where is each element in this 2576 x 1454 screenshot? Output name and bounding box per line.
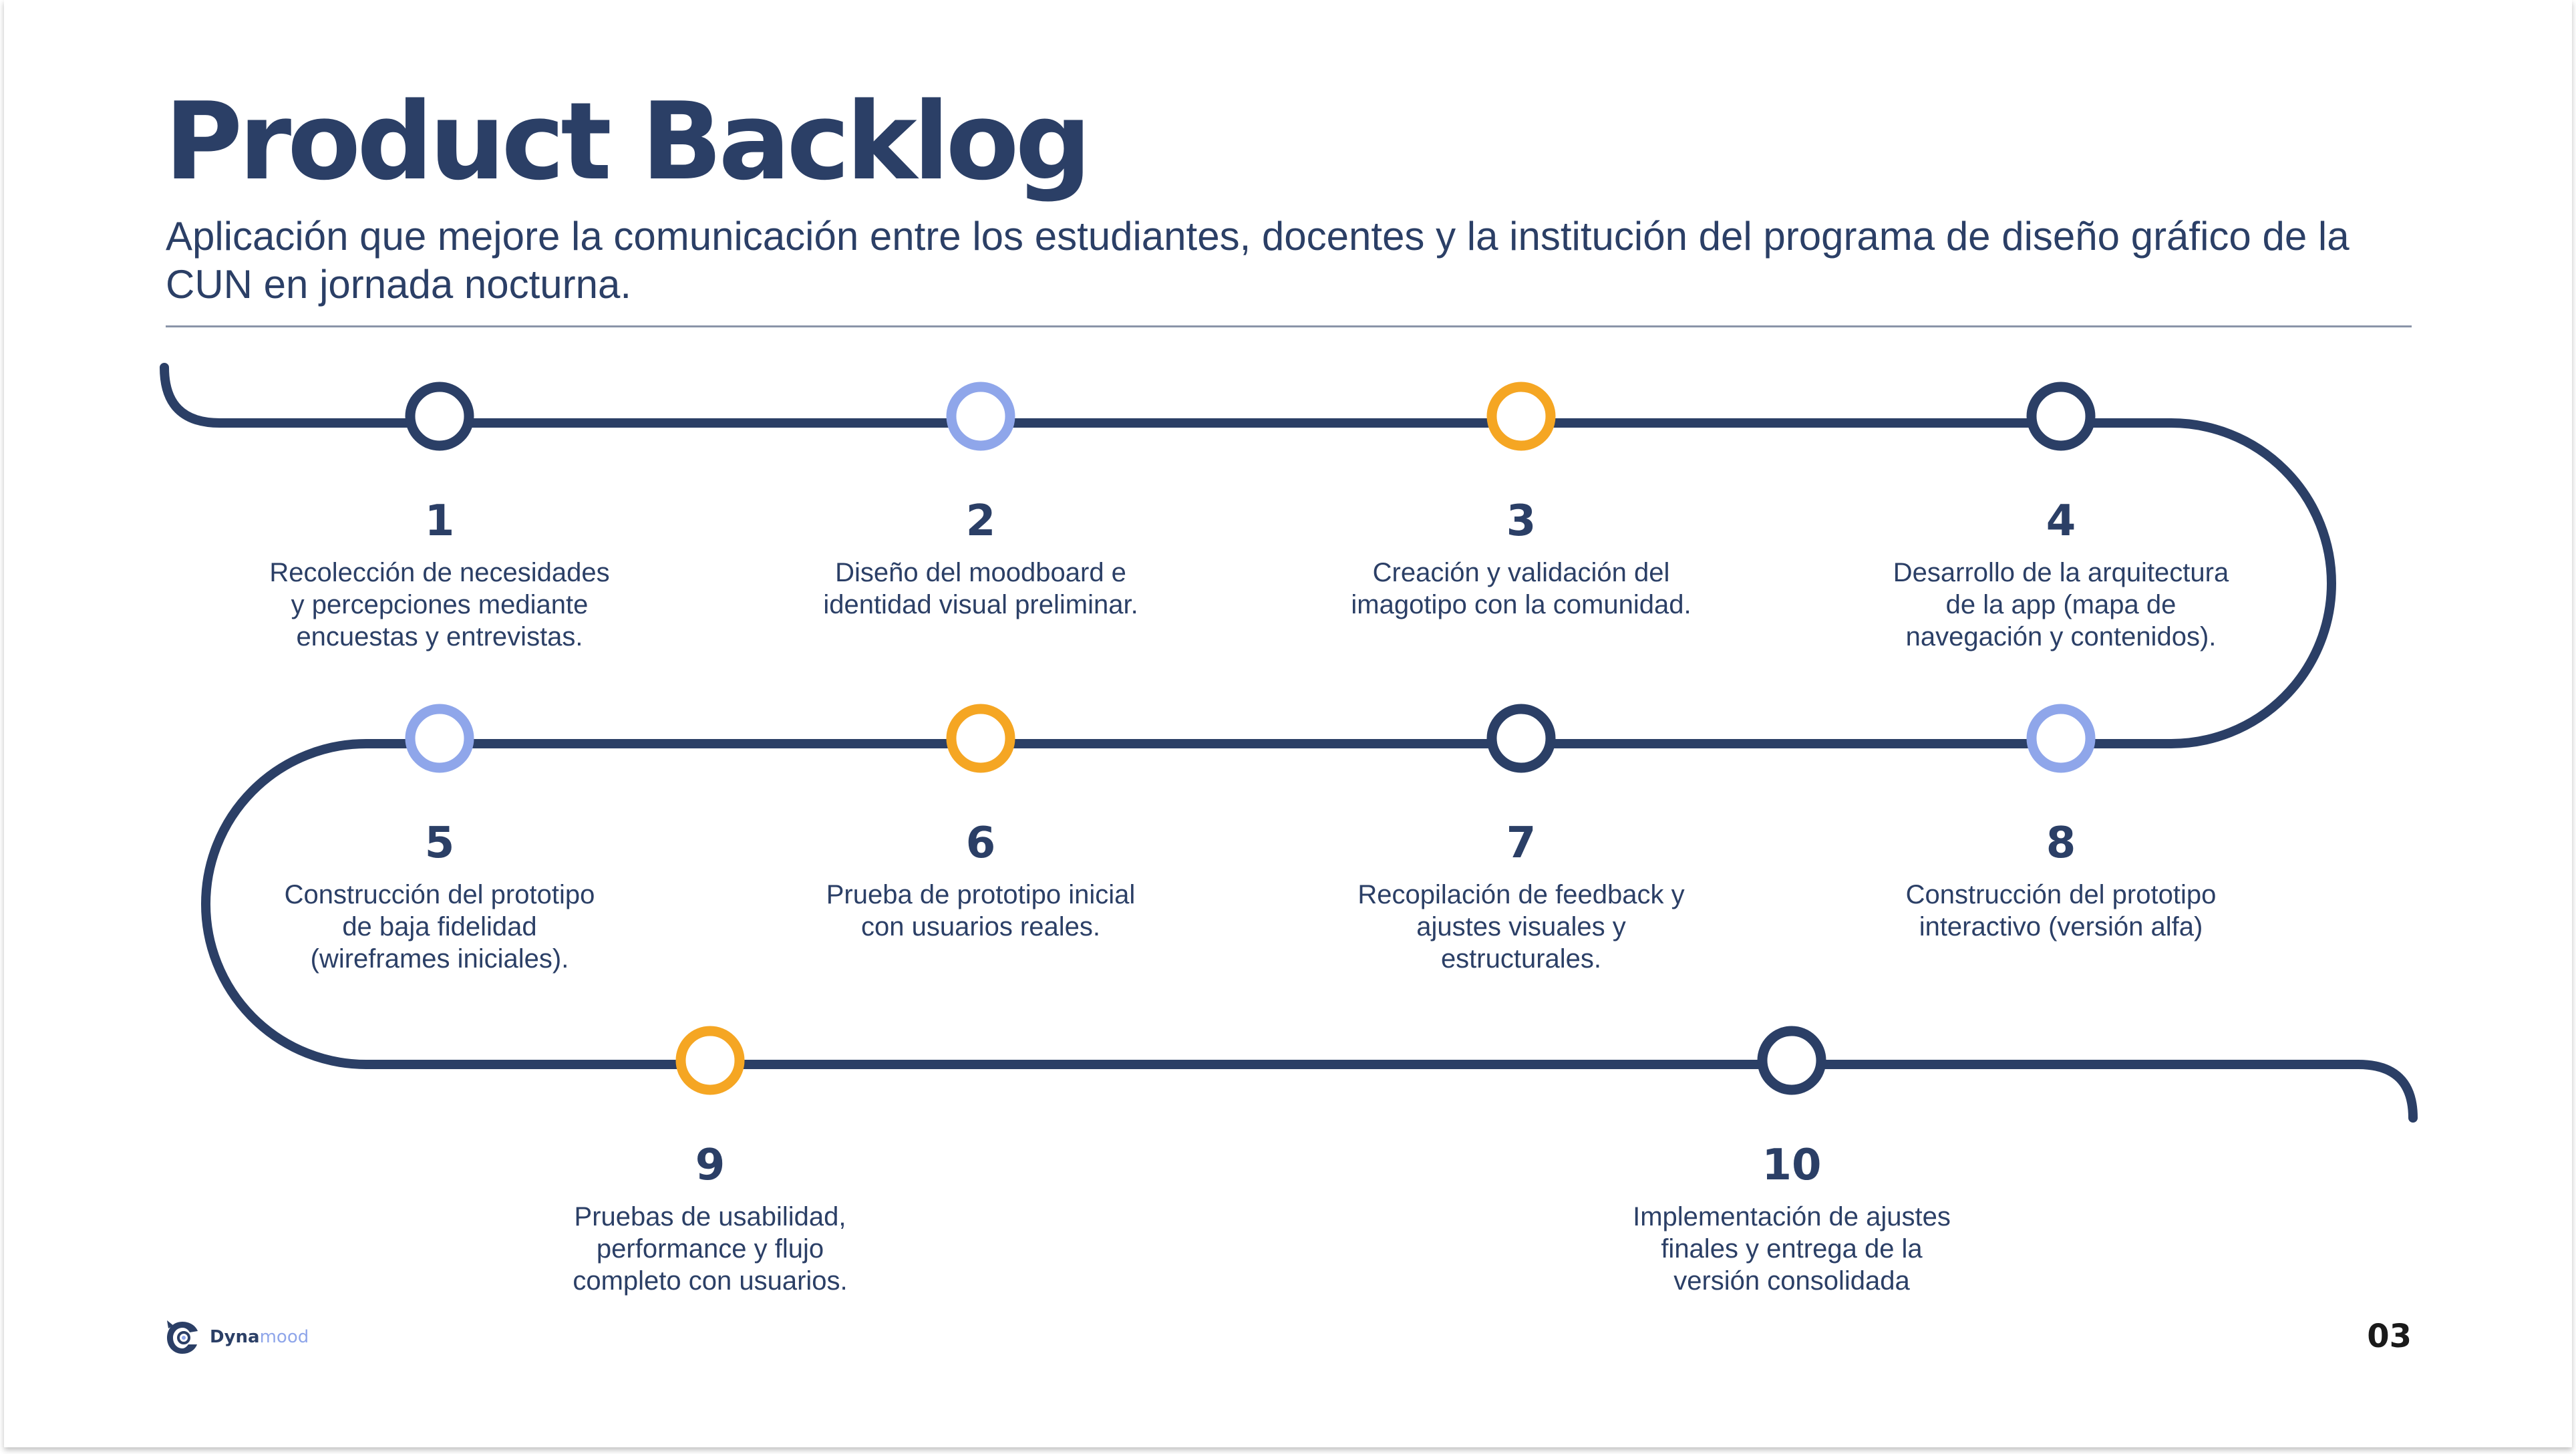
step-number-8: 8 xyxy=(2046,819,2076,868)
step-description-line: Prueba de prototipo inicial xyxy=(826,880,1136,909)
step-description-line: de baja fidelidad xyxy=(342,912,537,941)
step-description-line: Construcción del prototipo xyxy=(1905,880,2217,909)
step-number-4: 4 xyxy=(2046,496,2076,546)
page-number: 03 xyxy=(2367,1318,2412,1355)
step-description-line: performance y flujo xyxy=(596,1234,824,1264)
title-divider xyxy=(166,325,2412,327)
step-marker-8 xyxy=(2026,704,2096,773)
step-number-3: 3 xyxy=(1506,496,1537,546)
step-number-9: 9 xyxy=(695,1141,726,1190)
step-description-line: Creación y validación del xyxy=(1372,558,1670,587)
step-marker-7 xyxy=(1486,704,1556,773)
brand-name-primary: Dyna xyxy=(210,1327,260,1347)
step-description-line: versión consolidada xyxy=(1673,1266,1910,1296)
step-description-line: identidad visual preliminar. xyxy=(823,590,1138,619)
step-description-2: Diseño del moodboard e identidad visual p… xyxy=(794,557,1168,621)
step-description-line: Construcción del prototipo xyxy=(284,880,595,909)
step-description-line: y percepciones mediante xyxy=(291,590,589,619)
step-description-line: Desarrollo de la arquitectura xyxy=(1893,558,2229,587)
brand-name-accent: mood xyxy=(259,1327,309,1347)
step-description-line: encuestas y entrevistas. xyxy=(296,622,583,651)
page-subtitle: Aplicación que mejore la comunicación en… xyxy=(166,214,2350,307)
brand-name: Dynamood xyxy=(210,1327,309,1347)
step-description-line: Implementación de ajustes xyxy=(1633,1202,1951,1231)
step-description-9: Pruebas de usabilidad, performance y fluj… xyxy=(523,1201,897,1297)
step-description-line: estructurales. xyxy=(1440,944,1602,974)
step-marker-4 xyxy=(2026,382,2096,451)
step-marker-1 xyxy=(405,382,474,451)
step-description-line: de la app (mapa de xyxy=(1945,590,2177,619)
step-description-1: Recolección de necesidades y percepciones… xyxy=(253,557,627,653)
step-description-line: navegación y contenidos). xyxy=(1905,622,2217,651)
step-description-7: Recopilación de feedback y ajustes visual… xyxy=(1334,879,1708,975)
step-number-7: 7 xyxy=(1506,819,1537,868)
step-description-line: finales y entrega de la xyxy=(1661,1234,1923,1264)
owl-logo-icon xyxy=(167,1320,198,1354)
step-description-line: Pruebas de usabilidad, xyxy=(574,1202,846,1231)
step-marker-9 xyxy=(675,1026,745,1095)
step-marker-3 xyxy=(1486,382,1556,451)
step-number-6: 6 xyxy=(965,819,996,868)
step-number-5: 5 xyxy=(424,819,455,868)
step-marker-5 xyxy=(405,704,474,773)
step-description-3: Creación y validación del imagotipo con l… xyxy=(1334,557,1708,621)
brand: Dynamood xyxy=(164,1318,309,1356)
step-number-1: 1 xyxy=(424,496,455,546)
step-marker-6 xyxy=(946,704,1015,773)
step-number-2: 2 xyxy=(965,496,996,546)
step-description-line: imagotipo con la comunidad. xyxy=(1351,590,1692,619)
step-description-line: ajustes visuales y xyxy=(1416,912,1626,941)
step-marker-2 xyxy=(946,382,1015,451)
step-description-line: con usuarios reales. xyxy=(861,912,1100,941)
step-description-8: Construcción del prototipo interactivo (v… xyxy=(1874,879,2248,943)
step-description-line: Recopilación de feedback y xyxy=(1357,880,1685,909)
timeline-path xyxy=(160,363,2418,1123)
step-marker-10 xyxy=(1757,1026,1826,1095)
step-description-line: interactivo (versión alfa) xyxy=(1919,912,2203,941)
step-number-10: 10 xyxy=(1762,1141,1822,1190)
step-description-line: Recolección de necesidades xyxy=(269,558,610,587)
step-description-6: Prueba de prototipo inicial con usuarios … xyxy=(794,879,1168,943)
step-description-line: completo con usuarios. xyxy=(573,1266,848,1296)
step-description-line: Diseño del moodboard e xyxy=(835,558,1126,587)
step-description-4: Desarrollo de la arquitectura de la app (… xyxy=(1874,557,2248,653)
step-description-line: (wireframes iniciales). xyxy=(310,944,569,974)
page-title: Product Backlog xyxy=(164,79,1092,204)
step-description-5: Construcción del prototipo de baja fideli… xyxy=(253,879,627,975)
step-description-10: Implementación de ajustes finales y entre… xyxy=(1605,1201,1979,1297)
